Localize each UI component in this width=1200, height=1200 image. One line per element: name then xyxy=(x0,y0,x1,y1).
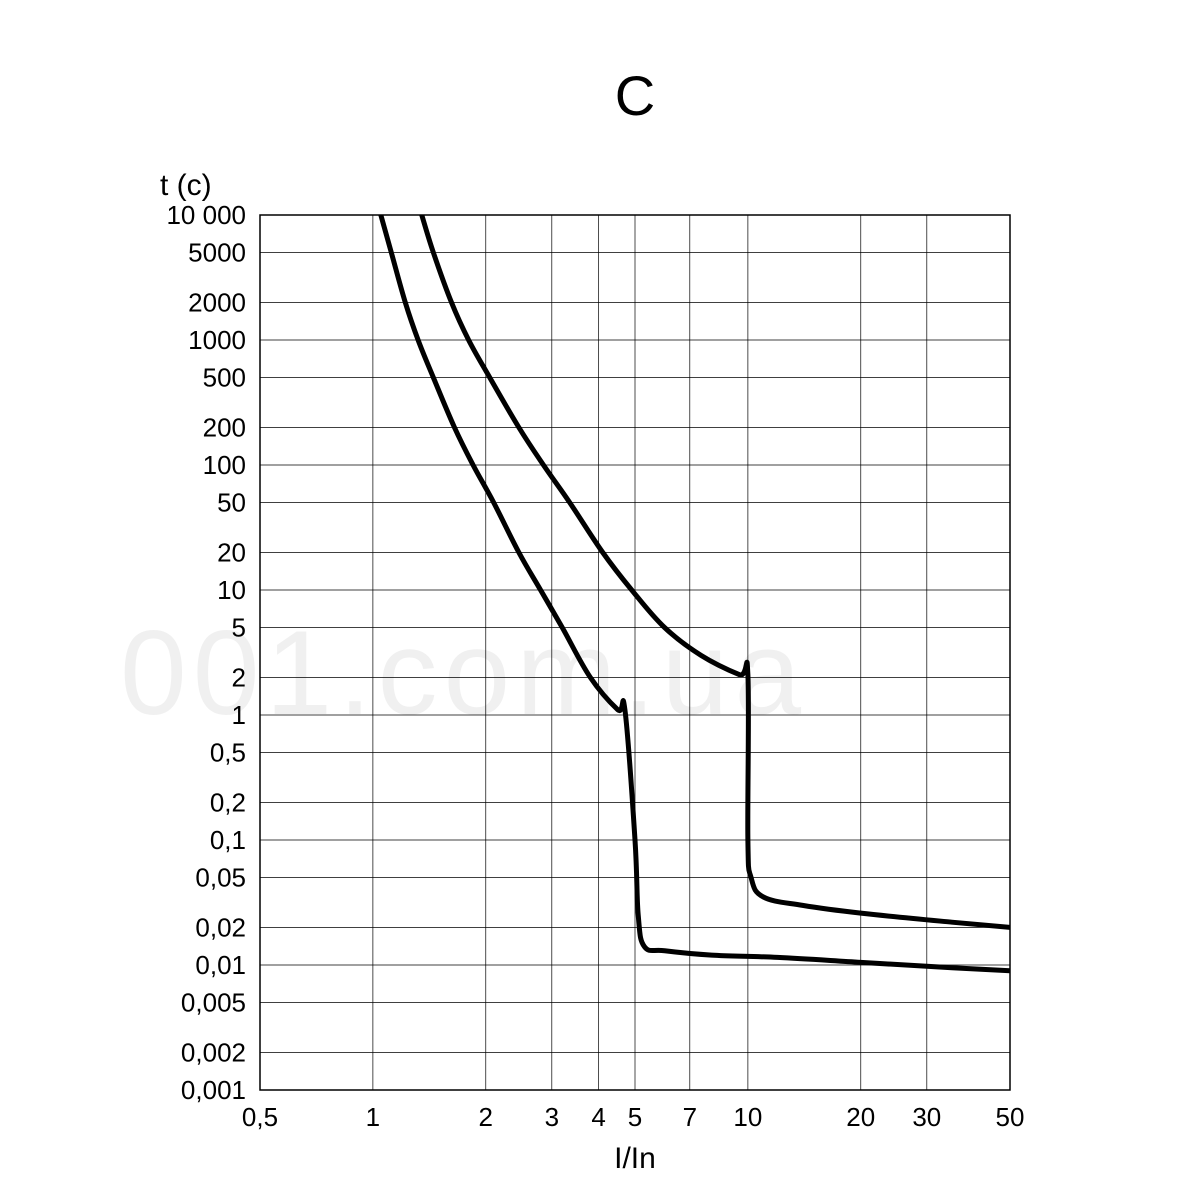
y-tick-label: 20 xyxy=(217,537,246,567)
y-tick-label: 0,005 xyxy=(181,988,246,1018)
x-tick-label: 3 xyxy=(545,1102,559,1132)
x-tick-label: 1 xyxy=(366,1102,380,1132)
x-tick-label: 2 xyxy=(479,1102,493,1132)
x-tick-label: 4 xyxy=(591,1102,605,1132)
y-tick-label: 0,05 xyxy=(195,863,246,893)
y-tick-label: 10 000 xyxy=(166,200,246,230)
y-tick-label: 0,5 xyxy=(210,738,246,768)
y-tick-label: 1 xyxy=(232,700,246,730)
y-tick-label: 500 xyxy=(203,363,246,393)
y-tick-label: 1000 xyxy=(188,325,246,355)
x-tick-label: 30 xyxy=(912,1102,941,1132)
x-tick-label: 0,5 xyxy=(242,1102,278,1132)
y-tick-label: 2000 xyxy=(188,287,246,317)
x-tick-label: 10 xyxy=(733,1102,762,1132)
y-axis-label: t (c) xyxy=(160,169,212,202)
x-tick-label: 5 xyxy=(628,1102,642,1132)
y-tick-label: 5 xyxy=(232,613,246,643)
y-tick-label: 100 xyxy=(203,450,246,480)
x-tick-label: 7 xyxy=(683,1102,697,1132)
x-axis-label: I/In xyxy=(614,1142,656,1175)
y-tick-label: 10 xyxy=(217,575,246,605)
y-tick-label: 0,2 xyxy=(210,787,246,817)
trip-curve-chart: Ct (c)I/In0,5123457102030500,0010,0020,0… xyxy=(0,0,1200,1200)
y-tick-label: 0,001 xyxy=(181,1075,246,1105)
chart-title: C xyxy=(615,64,655,127)
y-tick-label: 5000 xyxy=(188,238,246,268)
y-tick-label: 0,01 xyxy=(195,950,246,980)
y-tick-label: 2 xyxy=(232,662,246,692)
x-tick-label: 20 xyxy=(846,1102,875,1132)
y-tick-label: 200 xyxy=(203,412,246,442)
y-tick-label: 0,1 xyxy=(210,825,246,855)
y-tick-label: 0,002 xyxy=(181,1037,246,1067)
y-tick-label: 0,02 xyxy=(195,912,246,942)
x-tick-label: 50 xyxy=(996,1102,1025,1132)
y-tick-label: 50 xyxy=(217,488,246,518)
chart-container: 001.com.ua Ct (c)I/In0,5123457102030500,… xyxy=(0,0,1200,1200)
